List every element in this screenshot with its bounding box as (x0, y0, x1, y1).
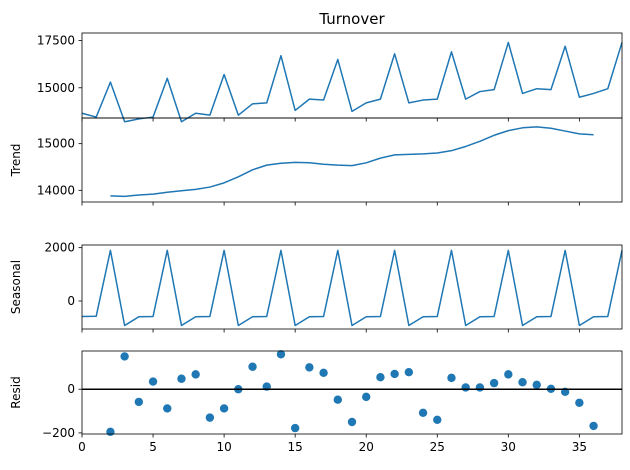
resid-xtick-label: 25 (430, 440, 445, 454)
resid-point (575, 398, 584, 407)
trend-series-line (110, 126, 594, 198)
resid-point (376, 373, 385, 382)
resid-point (362, 392, 371, 402)
resid-axes-frame (81, 350, 623, 435)
resid-xtick-label: 5 (149, 440, 157, 454)
trend-ytick-label: 15000 (37, 137, 75, 151)
seasonal-panel: 2000 0 Seasonal (9, 241, 623, 333)
trend-ytick-label: 14000 (37, 183, 75, 197)
resid-point (163, 404, 172, 413)
resid-point (290, 423, 300, 433)
turnover-ytick-label: 15000 (37, 81, 75, 95)
resid-point (447, 373, 456, 383)
resid-ytick-label: −200 (42, 426, 75, 440)
resid-xtick-label: 15 (288, 440, 303, 454)
resid-xtick-label: 0 (78, 440, 86, 454)
resid-xtick-label: 35 (572, 440, 587, 454)
turnover-panel: 17500 15000 (37, 32, 623, 123)
resid-point (177, 374, 186, 383)
turnover-axes-frame (81, 32, 623, 119)
resid-point (404, 367, 414, 377)
turnover-ytick-label: 17500 (37, 34, 75, 48)
resid-point (248, 362, 257, 371)
resid-xtick-label: 30 (501, 440, 516, 454)
resid-point (276, 350, 286, 359)
seasonal-ytick-label: 0 (67, 294, 75, 308)
resid-point (305, 363, 314, 372)
resid-point (191, 370, 200, 379)
resid-ylabel: Resid (9, 376, 23, 408)
trend-ylabel: Trend (9, 144, 23, 178)
resid-point (461, 383, 470, 392)
resid-xtick-label: 20 (359, 440, 374, 454)
resid-point (347, 417, 357, 427)
seasonal-ytick-label: 2000 (44, 241, 75, 255)
seasonal-axes-frame (81, 244, 623, 330)
resid-point (390, 369, 399, 379)
figure-title: Turnover (318, 10, 385, 28)
resid-point (120, 352, 129, 361)
resid-point (219, 404, 229, 413)
resid-point (504, 370, 513, 379)
resid-point (418, 408, 428, 418)
resid-ytick-label: 0 (67, 382, 75, 396)
resid-point (518, 378, 527, 387)
resid-point (489, 378, 499, 388)
resid-point (475, 383, 485, 392)
turnover-series-line (81, 41, 623, 123)
resid-point (106, 427, 115, 437)
resid-point (433, 415, 442, 424)
seasonal-series-line (81, 249, 623, 327)
resid-point (532, 380, 541, 390)
trend-axes-frame (81, 117, 623, 203)
resid-point (205, 413, 215, 422)
resid-point (319, 368, 328, 378)
resid-point (589, 421, 598, 431)
resid-point (333, 395, 342, 404)
seasonal-ylabel: Seasonal (9, 260, 23, 314)
resid-xtick-label: 10 (216, 440, 231, 454)
resid-point (134, 397, 144, 407)
resid-point (148, 377, 158, 386)
trend-panel: 15000 14000 Trend (9, 117, 623, 206)
